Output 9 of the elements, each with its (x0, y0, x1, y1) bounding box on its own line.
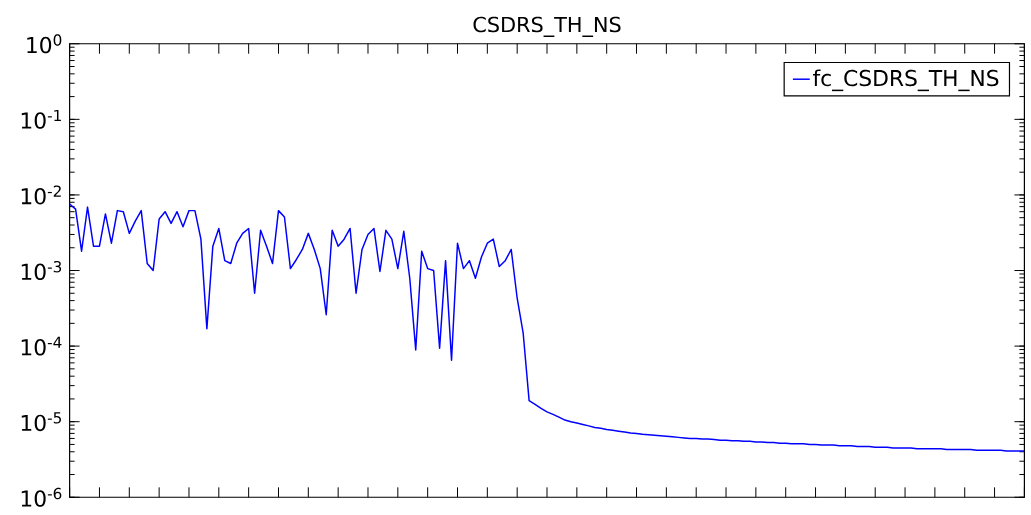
y-tick-label: 10$^{-3}$ (21, 260, 62, 280)
legend-label: fc_CSDRS_TH_NS (813, 69, 999, 92)
y-tick-label: 10$^{-1}$ (21, 109, 61, 129)
chart-title: CSDRS_TH_NS (473, 16, 621, 37)
y-tick-label: 10$^{-5}$ (21, 412, 61, 432)
y-tick-label: 10$^{-4}$ (21, 336, 62, 356)
y-tick-label: 10$^{-6}$ (21, 487, 62, 507)
y-tick-label: 10$^{0}$ (27, 34, 62, 54)
y-tick-label: 10$^{-2}$ (21, 185, 61, 205)
